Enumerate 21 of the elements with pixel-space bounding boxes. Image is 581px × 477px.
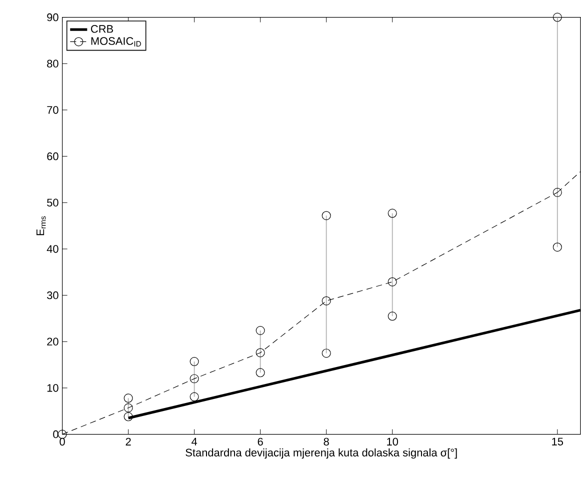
y-tick-label: 30 xyxy=(47,291,58,300)
y-tick-label: 0 xyxy=(53,430,58,438)
x-tick-label: 4 xyxy=(192,438,198,446)
y-tick-label: 70 xyxy=(47,106,58,114)
x-tick-label: 0 xyxy=(60,438,65,446)
x-axis-title: Standardna devijacija mjerenja kuta dolaska signala σ[°] xyxy=(186,448,457,459)
y-tick-label: 90 xyxy=(47,13,58,22)
y-axis-title: E$_{rms}$ xyxy=(36,216,46,236)
y-tick-label: 50 xyxy=(47,198,58,207)
legend-label: MOSAIC$_{ID}$ xyxy=(91,37,141,46)
y-tick-label: 40 xyxy=(46,245,58,253)
x-tick-label: 6 xyxy=(258,438,263,446)
y-tick-label: 10 xyxy=(47,384,58,392)
y-tick-label: 20 xyxy=(47,338,58,346)
x-tick-label: 15 xyxy=(552,438,564,446)
x-tick-label: 10 xyxy=(387,438,398,446)
legend-label: CRB xyxy=(91,25,114,33)
y-tick-label: 80 xyxy=(47,60,58,68)
x-tick-label: 2 xyxy=(126,438,131,446)
x-tick-label: 8 xyxy=(324,438,329,446)
y-tick-label: 60 xyxy=(47,152,58,160)
